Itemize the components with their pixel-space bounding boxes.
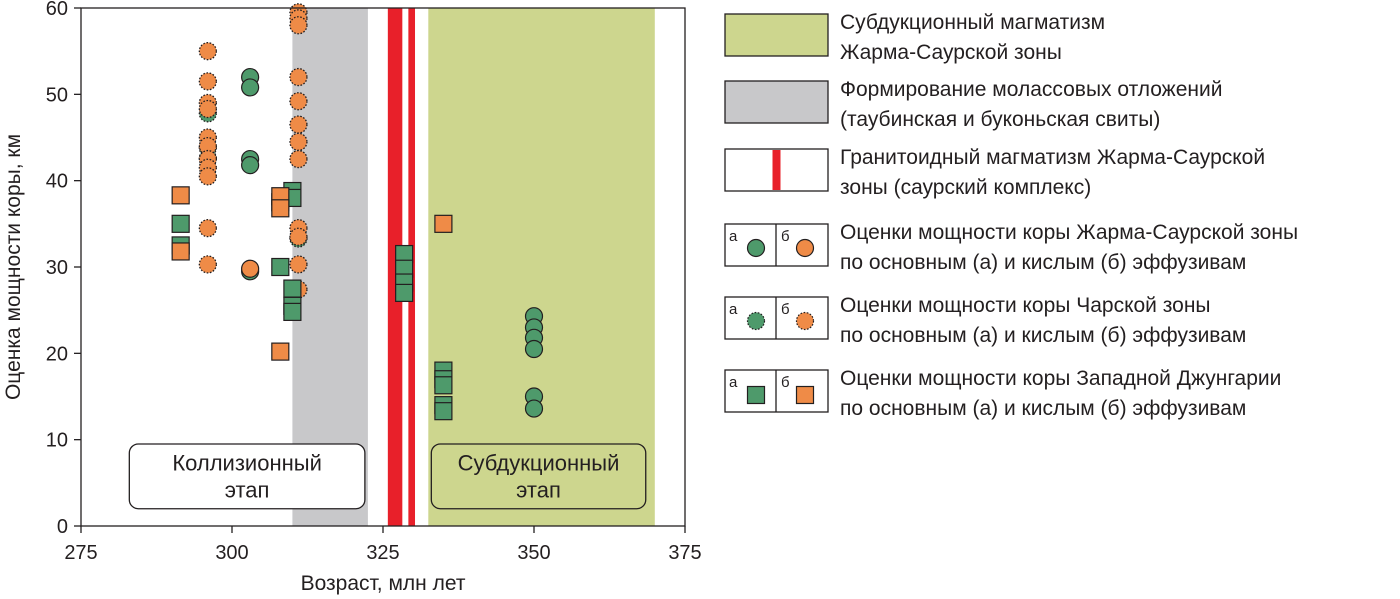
data-point (171, 214, 190, 233)
data-point (198, 99, 217, 119)
data-point (434, 214, 453, 233)
x-tick-label: 350 (517, 542, 550, 564)
data-point (271, 257, 290, 277)
data-point (524, 399, 544, 418)
legend-item-4: а б Оценки мощности коры Жарма-Саурской зо… (724, 221, 1298, 274)
data-point (171, 242, 190, 261)
legend-marker-b (795, 385, 815, 405)
legend-swatch (724, 13, 829, 57)
y-axis-label: Оценка мощности коры, км (2, 134, 25, 400)
stage-label-line-1: Субдукционный (458, 450, 620, 475)
data-point (241, 156, 260, 175)
stage-label-box-1 (128, 443, 366, 510)
legend-marker-a (746, 238, 766, 258)
legend-text-line-2: по основным (а) и кислым (б) эффузивам (840, 397, 1246, 420)
data-point (289, 92, 308, 111)
data-point (289, 255, 308, 274)
data-point (395, 283, 414, 302)
legend-marker-b (795, 238, 815, 258)
x-tick-label: 275 (64, 542, 97, 564)
legend-text-line-2: по основным (а) и кислым (б) эффузивам (840, 324, 1246, 347)
stage-label-box-2 (430, 443, 647, 510)
x-tick-label: 300 (215, 542, 248, 564)
legend: Субдукционный магматизм Жарма-Саурской зо… (724, 11, 1298, 420)
data-point (198, 42, 217, 61)
x-axis-label: Возраст, млн лет (301, 572, 466, 595)
legend-swatch (724, 80, 829, 124)
data-point (434, 376, 453, 395)
stage-label-line-2: этап (516, 477, 561, 502)
data-point (283, 302, 302, 321)
data-point (289, 149, 308, 169)
data-point (289, 115, 308, 134)
data-point (241, 259, 260, 278)
legend-label-a: а (729, 228, 738, 245)
data-point (289, 67, 308, 87)
data-point (271, 199, 290, 218)
legend-text-line-2: Жарма-Саурской зоны (840, 41, 1062, 64)
legend-label-a: а (729, 374, 738, 391)
legend-text-line-2: (таубинская и буконьская свиты) (840, 108, 1160, 131)
legend-text-line-1: Гранитоидный магматизм Жарма-Саурской (840, 146, 1265, 169)
x-tick-label: 375 (668, 542, 701, 564)
data-point (171, 186, 190, 205)
legend-item-5: а б Оценки мощности коры Чарской зоны по ос… (724, 294, 1246, 347)
legend-marker-a (746, 311, 766, 331)
data-point (271, 342, 290, 361)
y-tick-label: 50 (46, 84, 68, 106)
data-point (289, 16, 308, 35)
data-point (524, 339, 544, 359)
legend-item-1: Субдукционный магматизм Жарма-Саурской зо… (724, 11, 1105, 64)
legend-text-line-1: Формирование молассовых отложений (840, 78, 1222, 101)
legend-label-b: б (781, 228, 790, 245)
y-tick-label: 30 (46, 257, 68, 279)
legend-item-6: а б Оценки мощности коры Западной Джунгари… (724, 367, 1281, 420)
legend-item-2: Формирование молассовых отложений (таубин… (724, 78, 1222, 131)
x-tick-label: 325 (366, 542, 399, 564)
data-point (241, 78, 260, 97)
legend-text-line-1: Субдукционный магматизм (840, 11, 1105, 34)
legend-text-line-1: Оценки мощности коры Жарма-Саурской зоны (840, 221, 1298, 244)
legend-label-b: б (781, 301, 790, 318)
legend-text-line-2: зоны (саурский комплекс) (840, 176, 1091, 199)
band-subduction (428, 8, 655, 526)
y-tick-label: 40 (46, 171, 68, 193)
legend-label-b: б (781, 374, 790, 391)
legend-label-a: а (729, 301, 738, 318)
legend-text-line-2: по основным (а) и кислым (б) эффузивам (840, 251, 1246, 274)
stage-label-line-2: этап (225, 477, 270, 502)
y-tick-label: 10 (46, 430, 68, 452)
data-point (289, 132, 308, 151)
data-point (198, 72, 217, 91)
legend-marker-a (746, 385, 766, 405)
legend-text-line-1: Оценки мощности коры Чарской зоны (840, 294, 1211, 317)
y-tick-label: 60 (46, 0, 68, 20)
legend-marker-b (795, 311, 815, 331)
y-tick-label: 0 (57, 516, 68, 538)
data-point (198, 218, 217, 238)
stage-label-line-1: Коллизионный (172, 450, 322, 475)
y-tick-label: 20 (46, 343, 68, 365)
data-point (198, 255, 217, 274)
data-point (434, 402, 453, 421)
legend-item-3: Гранитоидный магматизм Жарма-Саурской зон… (724, 146, 1265, 199)
data-point (289, 227, 308, 246)
data-point (283, 279, 302, 298)
legend-red-line (772, 150, 781, 190)
data-point (198, 167, 217, 186)
legend-text-line-1: Оценки мощности коры Западной Джунгарии (840, 367, 1281, 390)
